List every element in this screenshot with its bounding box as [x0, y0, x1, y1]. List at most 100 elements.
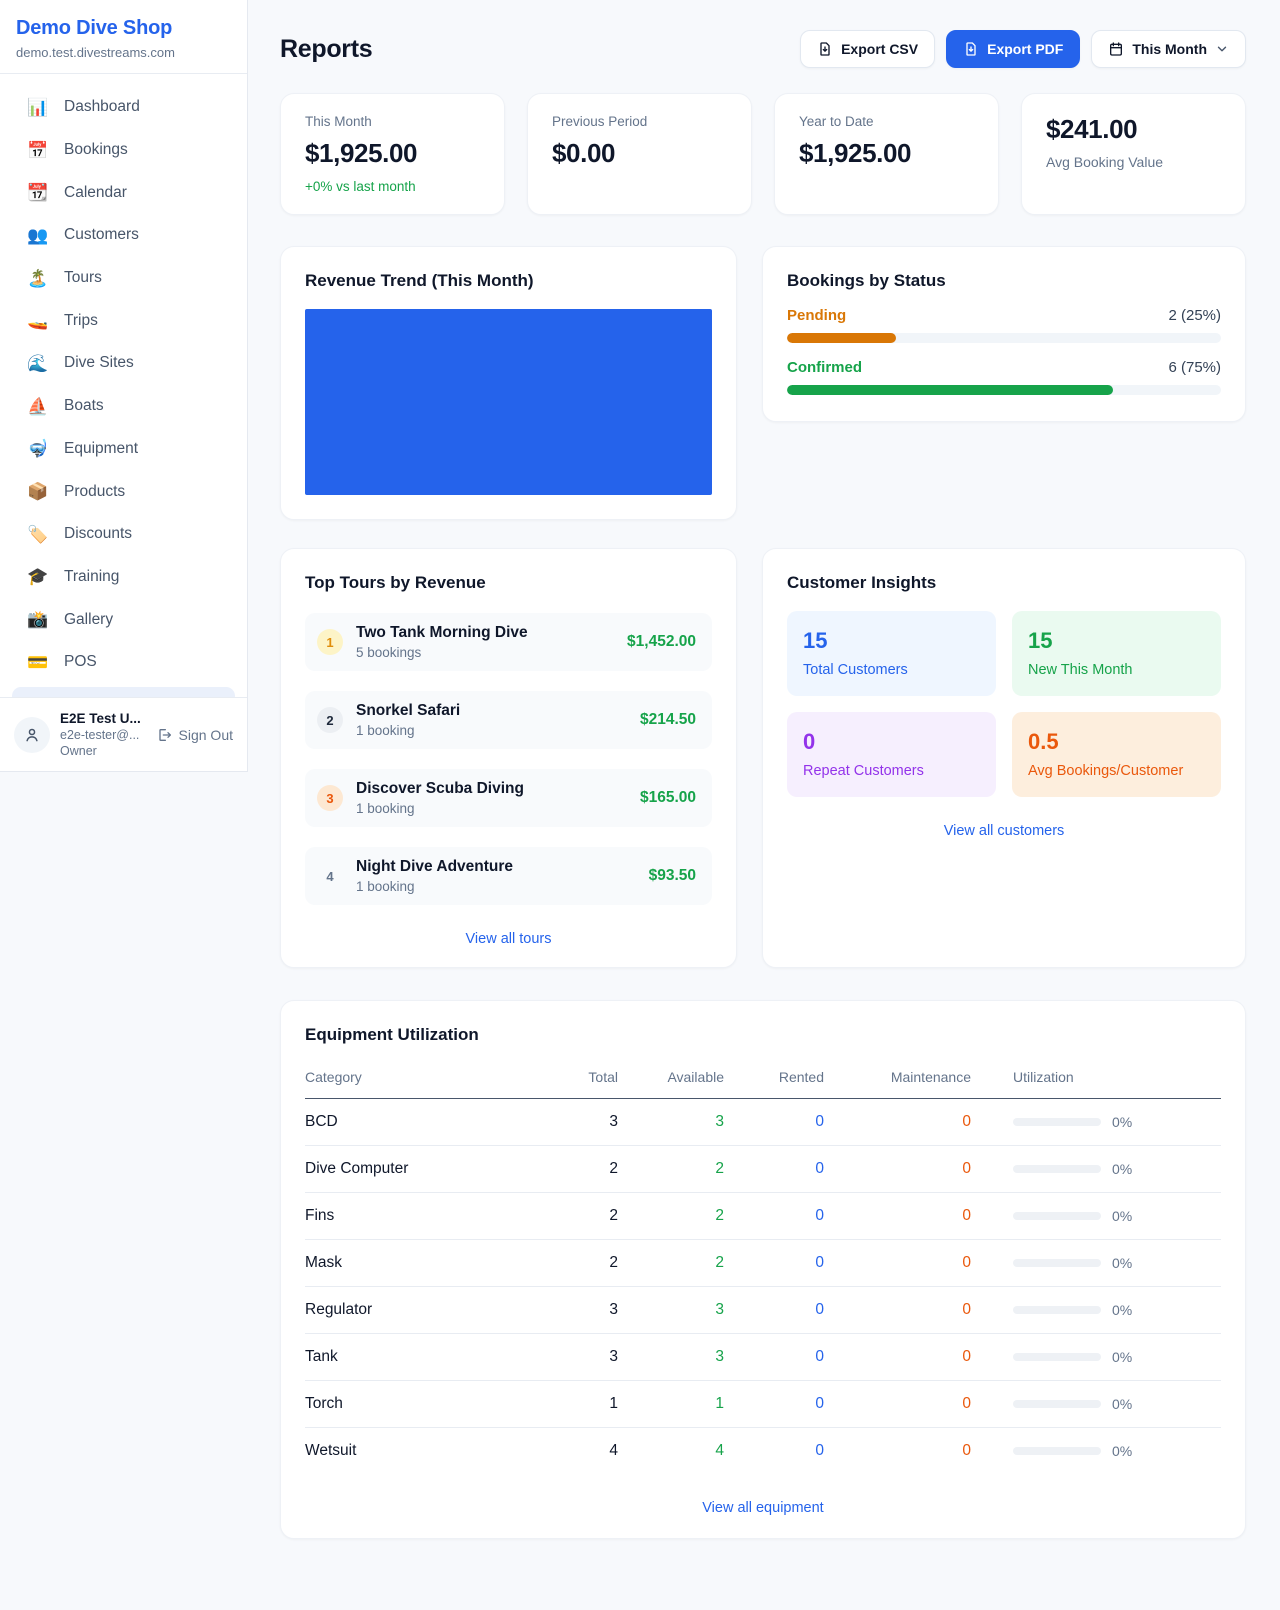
sign-out-button[interactable]: Sign Out: [156, 727, 233, 743]
stat-card-this-month: This Month $1,925.00 +0% vs last month: [280, 93, 505, 215]
sidebar-item-label: Gallery: [64, 610, 114, 628]
island-icon: 🏝️: [27, 268, 49, 288]
main-content: Reports Export CSV Export PDF: [248, 0, 1280, 1539]
speedboat-icon: 🚤: [27, 311, 49, 331]
period-dropdown[interactable]: This Month: [1091, 30, 1246, 68]
user-meta: E2E Test U... e2e-tester@... Owner: [60, 711, 146, 758]
sidebar-item-dive-sites[interactable]: 🌊 Dive Sites: [0, 342, 247, 385]
sidebar-item-discounts[interactable]: 🏷️ Discounts: [0, 513, 247, 556]
wave-icon: 🌊: [27, 353, 49, 373]
equipment-utilization-title: Equipment Utilization: [305, 1025, 479, 1044]
stat-cards: This Month $1,925.00 +0% vs last month P…: [280, 93, 1246, 215]
cell-maintenance: 0: [962, 1207, 971, 1224]
stat-delta: +0% vs last month: [305, 179, 416, 194]
cell-total: 2: [609, 1207, 618, 1224]
tour-bookings: 5 bookings: [356, 645, 422, 660]
status-value: 6 (75%): [1168, 359, 1221, 376]
progress-track: [787, 385, 1221, 395]
diving-mask-icon: 🤿: [27, 439, 49, 459]
stat-card-avg-booking-value: $241.00 Avg Booking Value: [1021, 93, 1246, 215]
utilization-percent: 0%: [1112, 1302, 1133, 1318]
sailboat-icon: ⛵: [27, 396, 49, 416]
sidebar-item-gallery[interactable]: 📸 Gallery: [0, 598, 247, 641]
tour-bookings: 1 booking: [356, 801, 415, 816]
user-email: e2e-tester@...: [60, 728, 140, 742]
user-name: E2E Test U...: [60, 711, 141, 726]
view-all-equipment-link[interactable]: View all equipment: [305, 1500, 1221, 1516]
sidebar-item-label: Trips: [64, 311, 98, 329]
tour-amount: $1,452.00: [627, 633, 696, 650]
cell-rented: 0: [815, 1301, 824, 1318]
status-row-pending: Pending 2 (25%): [787, 307, 1221, 343]
sidebar-item-reports-active-partial[interactable]: [12, 687, 235, 697]
bookings-by-status-title: Bookings by Status: [787, 271, 946, 290]
sidebar-item-dashboard[interactable]: 📊 Dashboard: [0, 86, 247, 129]
export-pdf-button[interactable]: Export PDF: [946, 30, 1081, 68]
cell-available: 1: [715, 1395, 724, 1412]
stat-value: $0.00: [552, 138, 616, 168]
cell-rented: 0: [815, 1348, 824, 1365]
sidebar-item-label: Products: [64, 482, 126, 500]
sidebar-item-bookings[interactable]: 📅 Bookings: [0, 129, 247, 172]
col-total: Total: [588, 1069, 618, 1085]
cell-utilization: 0%: [971, 1161, 1221, 1177]
tile-value: 15: [803, 628, 828, 653]
cell-utilization: 0%: [971, 1349, 1221, 1365]
table-row: Torch 1 1 0 0 0%: [305, 1381, 1221, 1428]
log-out-icon: [158, 728, 171, 741]
export-csv-button[interactable]: Export CSV: [800, 30, 936, 68]
utilization-track: [1013, 1447, 1101, 1455]
sidebar-item-products[interactable]: 📦 Products: [0, 470, 247, 513]
sidebar-item-tours[interactable]: 🏝️ Tours: [0, 257, 247, 300]
person-icon: [26, 728, 38, 741]
view-all-tours-link[interactable]: View all tours: [305, 931, 712, 947]
sidebar-item-customers[interactable]: 👥 Customers: [0, 214, 247, 257]
sidebar-item-boats[interactable]: ⛵ Boats: [0, 385, 247, 428]
chevron-down-icon: [1217, 46, 1227, 52]
sidebar-item-label: Bookings: [64, 141, 128, 159]
tour-name: Night Dive Adventure: [356, 858, 514, 875]
tile-label: Total Customers: [803, 662, 908, 678]
tile-label: Avg Bookings/Customer: [1028, 763, 1184, 779]
tour-name: Snorkel Safari: [356, 702, 461, 719]
sidebar-item-equipment[interactable]: 🤿 Equipment: [0, 428, 247, 471]
calendar-icon: 📅: [27, 140, 49, 160]
cell-maintenance: 0: [962, 1113, 971, 1130]
tour-name: Discover Scuba Diving: [356, 780, 524, 797]
cell-available: 3: [715, 1301, 724, 1318]
cell-maintenance: 0: [962, 1254, 971, 1271]
cell-maintenance: 0: [962, 1348, 971, 1365]
tour-amount: $93.50: [648, 867, 696, 884]
cell-total: 3: [609, 1113, 618, 1130]
sidebar-item-pos[interactable]: 💳 POS: [0, 641, 247, 684]
sidebar-item-label: Dive Sites: [64, 354, 134, 372]
sidebar-item-training[interactable]: 🎓 Training: [0, 556, 247, 599]
view-all-customers-link[interactable]: View all customers: [787, 823, 1221, 839]
cell-available: 3: [715, 1348, 724, 1365]
tour-row: 2 Snorkel Safari 1 booking $214.50: [305, 691, 712, 749]
stat-label: Previous Period: [552, 114, 648, 129]
cell-total: 3: [609, 1301, 618, 1318]
col-maintenance: Maintenance: [890, 1069, 971, 1085]
sidebar-item-trips[interactable]: 🚤 Trips: [0, 299, 247, 342]
tile-value: 0: [803, 729, 816, 754]
utilization-track: [1013, 1165, 1101, 1173]
cell-rented: 0: [815, 1113, 824, 1130]
equipment-table: Category Total Available Rented Maintena…: [305, 1059, 1221, 1474]
tile-label: Repeat Customers: [803, 763, 924, 779]
status-label: Confirmed: [787, 359, 862, 376]
cell-available: 4: [715, 1442, 724, 1459]
revenue-trend-bar: [305, 309, 712, 495]
cell-utilization: 0%: [971, 1208, 1221, 1224]
bar-chart-icon: 📊: [27, 97, 49, 117]
sidebar-item-label: Dashboard: [64, 98, 140, 116]
customer-insights-title: Customer Insights: [787, 573, 937, 592]
utilization-percent: 0%: [1112, 1396, 1133, 1412]
tour-amount: $165.00: [639, 789, 696, 806]
file-download-icon: [820, 42, 830, 56]
top-tours-title: Top Tours by Revenue: [305, 573, 486, 592]
sidebar-item-calendar[interactable]: 📆 Calendar: [0, 171, 247, 214]
cell-category: BCD: [305, 1113, 338, 1130]
bookings-by-status-card: Bookings by Status Pending 2 (25%) Confi…: [762, 246, 1246, 422]
utilization-track: [1013, 1212, 1101, 1220]
